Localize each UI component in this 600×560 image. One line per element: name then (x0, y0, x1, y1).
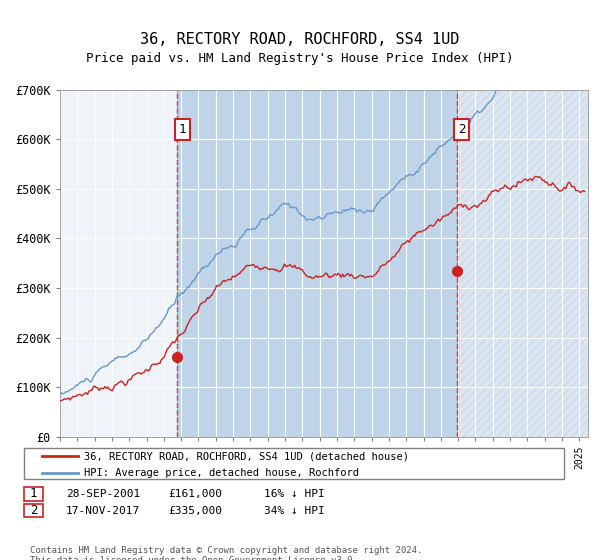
Bar (177, 90, 457, 437)
Text: 2: 2 (30, 504, 37, 517)
Text: 16% ↓ HPI: 16% ↓ HPI (264, 489, 325, 499)
Text: Price paid vs. HM Land Registry's House Price Index (HPI): Price paid vs. HM Land Registry's House … (86, 52, 514, 66)
Text: 36, RECTORY ROAD, ROCHFORD, SS4 1UD (detached house): 36, RECTORY ROAD, ROCHFORD, SS4 1UD (det… (84, 451, 409, 461)
Text: HPI: Average price, detached house, Rochford: HPI: Average price, detached house, Roch… (84, 468, 359, 478)
Text: 34% ↓ HPI: 34% ↓ HPI (264, 506, 325, 516)
Text: 1: 1 (30, 487, 37, 501)
Text: 2: 2 (458, 123, 466, 136)
Text: Contains HM Land Registry data © Crown copyright and database right 2024.
This d: Contains HM Land Registry data © Crown c… (30, 546, 422, 560)
Text: 1: 1 (178, 123, 186, 136)
Bar (457, 90, 588, 437)
Text: 36, RECTORY ROAD, ROCHFORD, SS4 1UD: 36, RECTORY ROAD, ROCHFORD, SS4 1UD (140, 32, 460, 46)
Text: £335,000: £335,000 (168, 506, 222, 516)
Text: 17-NOV-2017: 17-NOV-2017 (66, 506, 140, 516)
Text: 28-SEP-2001: 28-SEP-2001 (66, 489, 140, 499)
Text: £161,000: £161,000 (168, 489, 222, 499)
